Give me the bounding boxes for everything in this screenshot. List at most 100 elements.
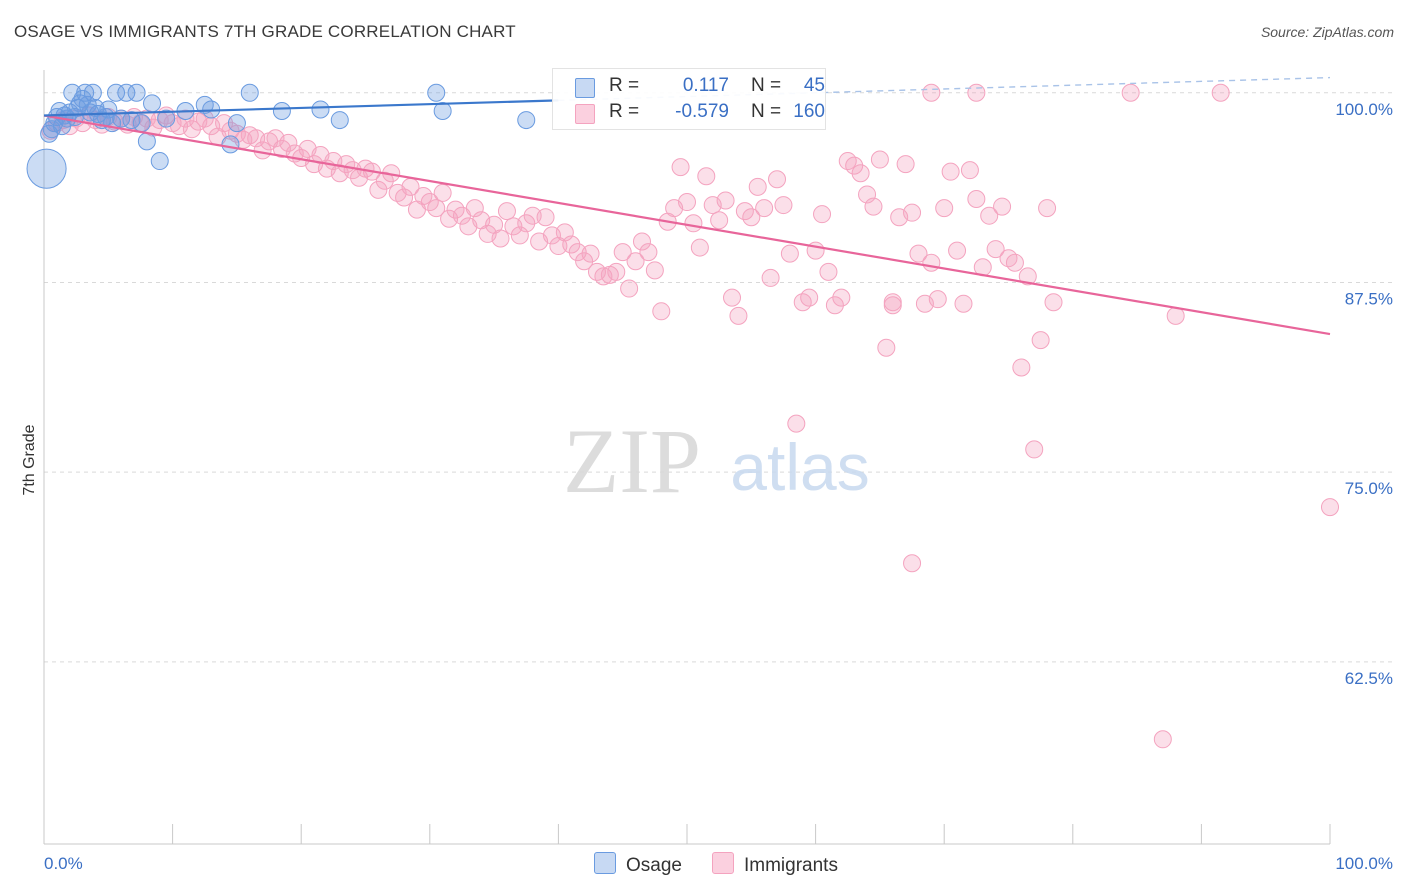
immigrants-point-105 bbox=[716, 191, 735, 210]
immigrants-point-113 bbox=[768, 170, 787, 189]
immigrants-point-163 bbox=[1321, 498, 1339, 517]
immigrants-point-134 bbox=[903, 203, 922, 222]
legend-item-immigrants[interactable]: Immigrants bbox=[712, 852, 838, 877]
immigrants-point-55 bbox=[395, 188, 414, 207]
immigrants-point-71 bbox=[497, 202, 516, 221]
osage-point-27 bbox=[117, 83, 136, 102]
immigrants-point-77 bbox=[536, 208, 555, 227]
axes bbox=[43, 70, 1331, 845]
immigrants-point-94 bbox=[645, 261, 664, 280]
immigrants-point-152 bbox=[1018, 267, 1037, 286]
immigrants-point-112 bbox=[761, 268, 780, 287]
immigrants-point-102 bbox=[697, 167, 716, 186]
immigrants-point-101 bbox=[690, 238, 709, 257]
immigrants-point-99 bbox=[678, 193, 696, 212]
immigrants-point-140 bbox=[941, 162, 960, 181]
immigrants-n-label: N = bbox=[751, 101, 782, 122]
immigrants-point-83 bbox=[575, 252, 594, 271]
x-tick-label-1: 100.0% bbox=[1335, 854, 1393, 873]
legend-item-osage[interactable]: Osage bbox=[594, 852, 682, 877]
immigrants-n-value: 160 bbox=[793, 101, 825, 122]
immigrants-point-98 bbox=[671, 158, 690, 177]
immigrants-point-144 bbox=[967, 190, 986, 208]
osage-point-43 bbox=[330, 111, 349, 130]
y-tick-label-0: 100.0% bbox=[1335, 100, 1393, 119]
osage-point-41 bbox=[272, 101, 291, 120]
immigrants-point-27 bbox=[215, 114, 234, 133]
immigrants-point-95 bbox=[652, 302, 671, 321]
y-tick-label-2: 75.0% bbox=[1345, 479, 1393, 498]
immigrants-point-122 bbox=[825, 296, 844, 315]
immigrants-point-139 bbox=[935, 199, 954, 218]
osage-swatch bbox=[575, 78, 595, 98]
y-tick-label-1: 87.5% bbox=[1345, 289, 1393, 308]
immigrants-point-110 bbox=[748, 177, 767, 196]
osage-point-29 bbox=[127, 83, 146, 102]
immigrants-point-125 bbox=[845, 156, 864, 175]
immigrants-point-109 bbox=[742, 208, 761, 227]
immigrants-point-90 bbox=[620, 279, 639, 298]
immigrants-point-150 bbox=[1005, 253, 1024, 272]
immigrants-point-128 bbox=[864, 197, 883, 216]
immigrants-point-118 bbox=[800, 288, 819, 307]
watermark-zip: ZIP bbox=[563, 410, 701, 512]
immigrants-point-111 bbox=[755, 199, 774, 218]
osage-point-28 bbox=[122, 111, 141, 130]
immigrants-point-154 bbox=[1031, 331, 1050, 350]
immigrants-point-89 bbox=[613, 243, 632, 262]
osage-r-label: R = bbox=[609, 75, 640, 96]
immigrants-point-165 bbox=[883, 296, 902, 315]
watermark: ZIP atlas bbox=[563, 410, 870, 512]
immigrants-point-133 bbox=[896, 155, 915, 174]
osage-n-label: N = bbox=[751, 75, 782, 96]
osage-point-34 bbox=[157, 109, 176, 128]
immigrants-point-60 bbox=[427, 199, 446, 218]
osage-trend-line bbox=[43, 99, 559, 117]
osage-trend-extension bbox=[558, 76, 1331, 102]
y-axis-label: 7th Grade bbox=[21, 424, 38, 496]
immigrants-point-151 bbox=[1012, 358, 1031, 377]
immigrants-swatch bbox=[575, 104, 595, 124]
immigrants-point-149 bbox=[999, 249, 1018, 268]
osage-point-33 bbox=[150, 152, 169, 171]
immigrants-point-116 bbox=[787, 414, 806, 433]
immigrants-r-label: R = bbox=[609, 101, 640, 122]
immigrants-legend-label: Immigrants bbox=[744, 855, 838, 876]
immigrants-point-130 bbox=[877, 338, 896, 357]
immigrants-point-107 bbox=[729, 306, 748, 325]
immigrants-point-158 bbox=[967, 83, 986, 102]
osage-legend-swatch bbox=[594, 852, 616, 874]
osage-point-39 bbox=[227, 114, 246, 133]
immigrants-trend-line bbox=[43, 114, 1331, 336]
immigrants-point-164 bbox=[903, 554, 922, 573]
osage-point-25 bbox=[107, 83, 126, 102]
immigrants-point-37 bbox=[279, 133, 298, 152]
immigrants-point-138 bbox=[928, 290, 947, 309]
tick-labels: 100.0% 87.5% 75.0% 62.5% 0.0% 100.0% bbox=[44, 100, 1393, 873]
osage-r-value: 0.117 bbox=[682, 75, 729, 96]
osage-point-32 bbox=[143, 94, 162, 113]
immigrants-point-159 bbox=[1121, 83, 1140, 102]
immigrants-point-161 bbox=[1211, 83, 1230, 102]
immigrants-point-114 bbox=[774, 196, 793, 215]
immigrants-point-22 bbox=[182, 120, 201, 139]
osage-point-36 bbox=[195, 95, 214, 114]
osage-point-38 bbox=[221, 135, 240, 154]
immigrants-legend-swatch bbox=[712, 852, 734, 874]
osage-point-0 bbox=[26, 148, 67, 189]
osage-point-42 bbox=[311, 100, 330, 119]
osage-legend-label: Osage bbox=[626, 855, 682, 876]
immigrants-point-82 bbox=[568, 243, 587, 262]
immigrants-point-147 bbox=[986, 240, 1005, 259]
immigrants-point-70 bbox=[491, 229, 510, 248]
immigrants-point-100 bbox=[684, 214, 703, 233]
immigrants-point-88 bbox=[607, 262, 626, 281]
immigrants-point-142 bbox=[954, 294, 973, 313]
immigrants-point-91 bbox=[626, 252, 645, 271]
immigrants-point-74 bbox=[517, 214, 536, 233]
watermark-atlas: atlas bbox=[730, 430, 869, 504]
y-tick-label-3: 62.5% bbox=[1345, 669, 1393, 688]
immigrants-point-143 bbox=[960, 161, 979, 180]
osage-point-44 bbox=[427, 83, 446, 102]
